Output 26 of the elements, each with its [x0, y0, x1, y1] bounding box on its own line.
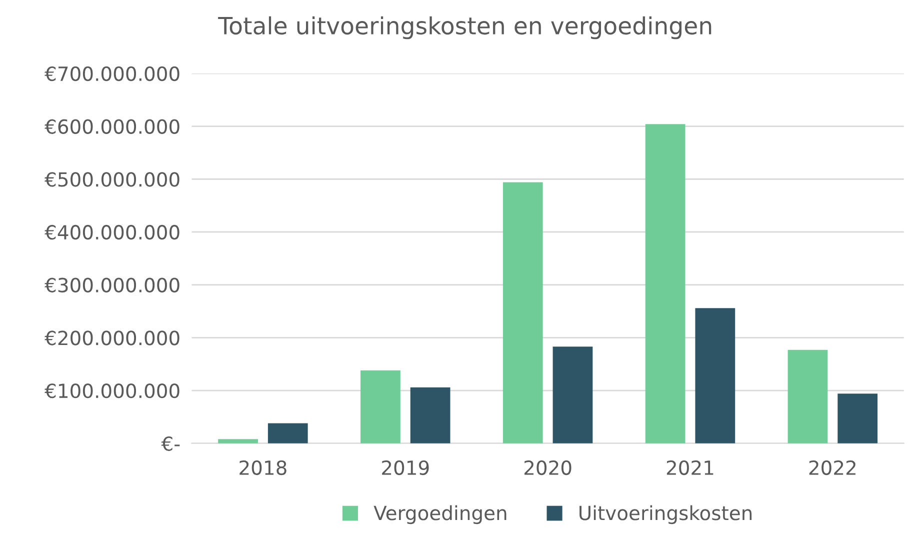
bar — [552, 346, 593, 444]
bar — [360, 370, 400, 444]
bar — [838, 394, 878, 444]
legend-label: Uitvoeringskosten — [580, 505, 752, 524]
bar — [695, 308, 736, 444]
bar — [788, 350, 828, 444]
legend-label: Vergoedingen — [374, 505, 506, 524]
y-tick-label: €200.000.000 — [44, 330, 180, 346]
x-tick-label: 2021 — [666, 460, 714, 476]
bar — [410, 387, 450, 444]
y-tick-label: €700.000.000 — [44, 66, 180, 82]
x-tick-label: 2018 — [240, 460, 286, 476]
x-tick-label: 2022 — [809, 460, 856, 476]
bar — [268, 423, 308, 444]
y-tick-label: €300.000.000 — [44, 278, 180, 292]
x-tick-label: 2020 — [524, 460, 572, 476]
y-tick-label: €400.000.000 — [44, 224, 180, 240]
y-tick-label: €500.000.000 — [44, 172, 180, 187]
bar — [502, 182, 543, 444]
chart-title: Totale uitvoeringskosten en vergoedingen — [218, 16, 712, 40]
y-tick-label: €600.000.000 — [44, 119, 180, 134]
y-tick-label: €100.000.000 — [44, 383, 180, 398]
bar — [218, 439, 258, 444]
bar — [645, 124, 686, 444]
x-tick-label: 2019 — [382, 460, 429, 476]
y-tick-label: €- — [161, 436, 180, 452]
